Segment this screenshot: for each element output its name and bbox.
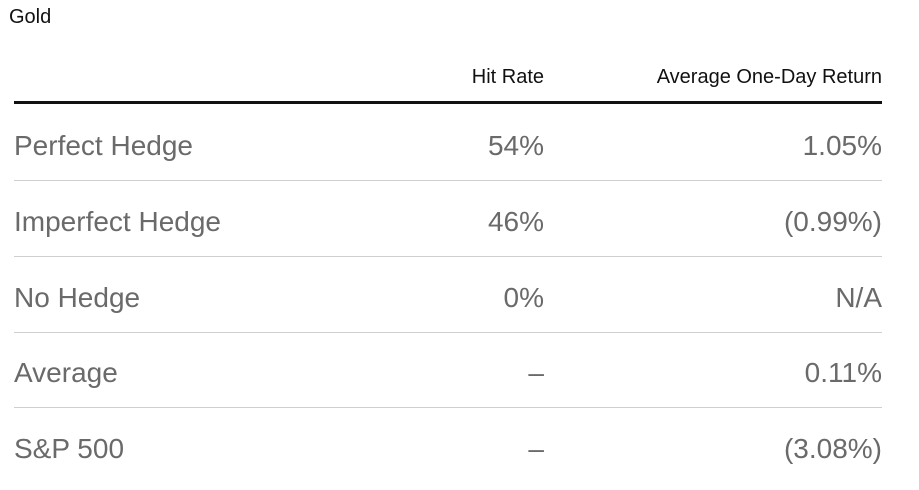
row-label: No Hedge [14, 281, 141, 313]
row-divider [14, 332, 882, 333]
row-label: Average [14, 357, 118, 389]
average-return: 0.11% [804, 357, 882, 389]
row-divider [14, 180, 882, 181]
header-rule [14, 101, 882, 104]
average-return: N/A [835, 281, 882, 313]
hit-rate: – [528, 357, 544, 389]
row-divider [14, 256, 882, 257]
average-return: (3.08%) [783, 433, 882, 465]
average-return: 1.05% [802, 130, 882, 161]
hit-rate: 54% [487, 130, 544, 161]
average-return: (0.99%) [783, 205, 882, 237]
row-divider [14, 407, 882, 408]
hit-rate: 46% [487, 205, 544, 237]
hit-rate: – [528, 433, 544, 465]
column-header: Average One-Day Return [656, 66, 882, 88]
row-label: Imperfect Hedge [14, 205, 221, 237]
table-title: Gold [9, 6, 52, 28]
column-header: Hit Rate [471, 66, 544, 88]
hit-rate: 0% [503, 281, 544, 313]
row-label: Perfect Hedge [14, 130, 193, 161]
row-label: S&P 500 [14, 433, 125, 465]
